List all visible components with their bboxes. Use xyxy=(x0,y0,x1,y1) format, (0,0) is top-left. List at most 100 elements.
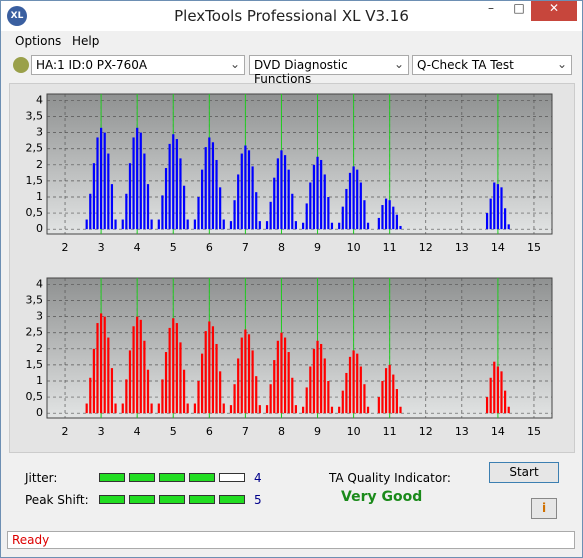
bar xyxy=(92,163,95,230)
y-tick-label: 0,5 xyxy=(26,390,44,403)
test-select[interactable]: Q-Check TA Test ⌄ xyxy=(412,55,572,75)
bar xyxy=(114,403,117,414)
bar xyxy=(377,217,380,230)
meter-segment xyxy=(129,473,155,482)
bar xyxy=(269,384,272,414)
bar xyxy=(507,406,510,414)
x-tick-label: 11 xyxy=(383,241,397,254)
y-tick-label: 1,5 xyxy=(26,174,44,187)
menu-item[interactable]: Help xyxy=(72,34,100,48)
bar xyxy=(121,403,124,414)
meter-segment xyxy=(219,473,245,482)
bar xyxy=(489,377,492,414)
bar xyxy=(244,145,247,230)
bar xyxy=(157,219,160,230)
bar xyxy=(363,200,366,230)
x-tick-label: 4 xyxy=(134,425,141,438)
bar xyxy=(320,343,323,414)
bar xyxy=(146,184,150,230)
y-tick-label: 2,5 xyxy=(26,326,44,339)
x-tick-label: 8 xyxy=(278,425,285,438)
bar xyxy=(164,352,168,414)
bar xyxy=(150,403,153,414)
bar xyxy=(247,150,251,230)
bar xyxy=(201,353,204,414)
app-icon: XL xyxy=(7,6,27,26)
bar xyxy=(237,174,240,230)
close-button[interactable]: ✕ xyxy=(531,1,577,21)
bar xyxy=(121,219,124,230)
bar xyxy=(287,169,290,230)
bar xyxy=(229,221,233,230)
x-tick-label: 3 xyxy=(98,425,105,438)
meter-segment xyxy=(99,473,125,482)
bar xyxy=(240,337,243,414)
bar xyxy=(204,147,207,230)
bar xyxy=(255,376,258,414)
drive-select[interactable]: HA:1 ID:0 PX-760A ⌄ xyxy=(31,55,245,75)
bar xyxy=(388,364,391,414)
x-tick-label: 13 xyxy=(455,241,469,254)
bar xyxy=(399,225,402,230)
bar xyxy=(251,350,254,414)
bar xyxy=(305,203,308,230)
bar xyxy=(305,387,308,414)
bar xyxy=(384,368,388,414)
bar xyxy=(504,208,507,230)
y-tick-label: 1 xyxy=(36,190,43,203)
function-text: DVD Diagnostic Functions xyxy=(254,58,348,86)
meter-segment xyxy=(219,495,245,504)
y-tick-label: 1 xyxy=(36,374,43,387)
bar xyxy=(139,319,142,414)
quality-label: TA Quality Indicator: xyxy=(329,471,451,485)
bar xyxy=(283,155,287,230)
menu-item[interactable]: Options xyxy=(15,34,62,48)
maximize-button[interactable]: □ xyxy=(513,1,525,15)
x-tick-label: 4 xyxy=(134,241,141,254)
bar xyxy=(244,329,247,414)
bar xyxy=(294,405,297,414)
bar xyxy=(186,219,189,230)
bar xyxy=(291,377,294,414)
title-bar: XL PlexTools Professional XL V3.16 – □ ✕ xyxy=(1,1,582,31)
bar xyxy=(359,366,362,414)
bar xyxy=(273,360,276,414)
info-button[interactable]: i xyxy=(531,498,557,519)
bar xyxy=(128,350,132,414)
bar xyxy=(157,403,160,414)
bar xyxy=(309,182,312,230)
bar xyxy=(341,390,344,414)
bar xyxy=(395,389,398,414)
meter-segment xyxy=(159,473,185,482)
bar xyxy=(175,323,178,414)
bar xyxy=(323,358,326,414)
x-tick-label: 9 xyxy=(314,425,321,438)
y-tick-label: 0 xyxy=(36,222,43,235)
x-tick-label: 13 xyxy=(455,425,469,438)
x-tick-label: 10 xyxy=(347,241,361,254)
bar xyxy=(168,143,171,230)
bar xyxy=(500,371,503,414)
minimize-button[interactable]: – xyxy=(488,1,494,15)
bar xyxy=(366,222,370,230)
y-tick-label: 4 xyxy=(36,277,43,290)
bar xyxy=(500,187,503,230)
function-select[interactable]: DVD Diagnostic Functions ⌄ xyxy=(249,55,409,86)
bar xyxy=(240,153,243,230)
bar xyxy=(327,196,330,230)
meter-segment xyxy=(129,495,155,504)
jitter-value: 4 xyxy=(254,471,262,485)
y-tick-label: 3 xyxy=(36,126,43,139)
meter-segment xyxy=(159,495,185,504)
start-button[interactable]: Start xyxy=(489,462,559,483)
bar xyxy=(496,366,499,414)
bar xyxy=(356,169,359,230)
bar xyxy=(399,406,402,414)
bar xyxy=(320,159,323,230)
x-tick-label: 10 xyxy=(347,425,361,438)
bar xyxy=(348,172,352,230)
bar xyxy=(110,368,114,414)
x-tick-label: 5 xyxy=(170,425,177,438)
y-tick-label: 2 xyxy=(36,158,43,171)
